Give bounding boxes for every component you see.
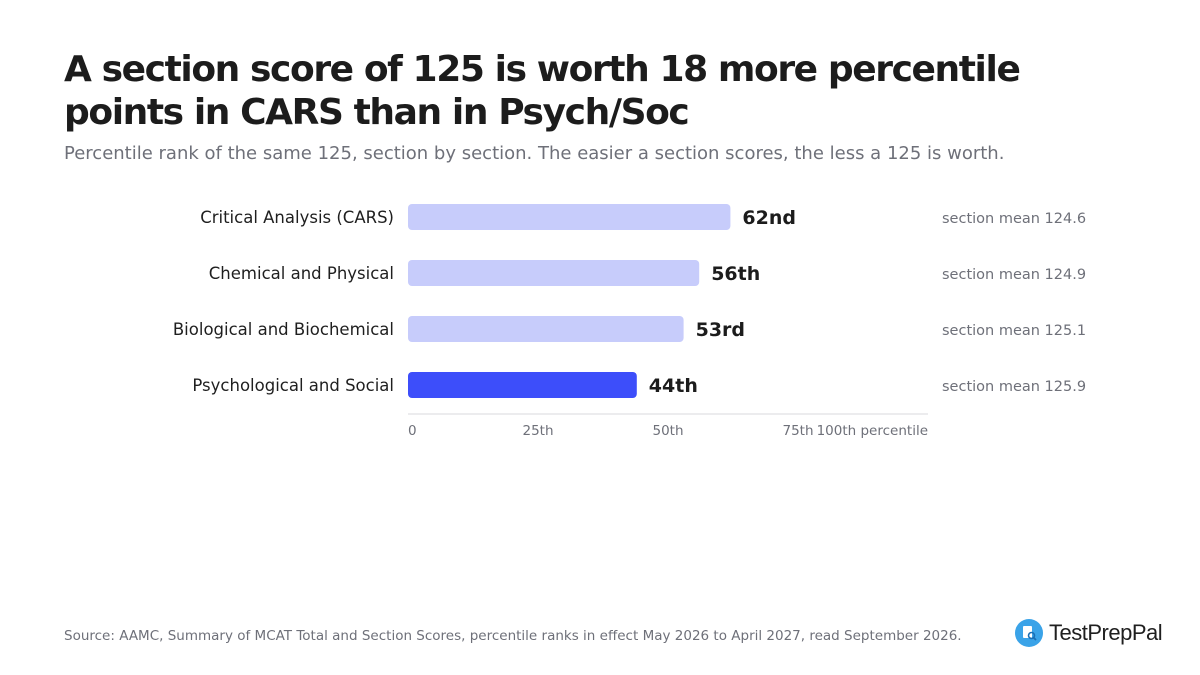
chart-subtitle: Percentile rank of the same 125, section… xyxy=(64,143,1005,164)
bar-value-label: 44th xyxy=(649,375,698,397)
section-mean-annotation: section mean 124.9 xyxy=(942,267,1086,283)
x-tick-label: 0 xyxy=(408,423,417,439)
bar xyxy=(408,372,637,398)
section-mean-annotation: section mean 125.9 xyxy=(942,379,1086,395)
bar xyxy=(408,316,684,342)
category-label: Biological and Biochemical xyxy=(173,320,394,339)
document-magnifier-icon xyxy=(1015,619,1043,647)
bar-value-label: 53rd xyxy=(696,319,745,341)
x-tick-label: 100th percentile xyxy=(817,423,928,439)
x-tick-label: 75th xyxy=(782,423,813,439)
bar xyxy=(408,204,731,230)
category-label: Psychological and Social xyxy=(192,376,394,395)
brand-logo: TestPrepPal xyxy=(1015,619,1163,647)
bar xyxy=(408,260,700,286)
section-mean-annotation: section mean 124.6 xyxy=(942,211,1086,227)
bar-chart: Critical Analysis (CARS) 62nd section mean… xyxy=(173,204,1086,439)
section-mean-annotation: section mean 125.1 xyxy=(942,323,1086,339)
brand-name: TestPrepPal xyxy=(1049,620,1163,645)
category-label: Chemical and Physical xyxy=(209,264,394,283)
x-tick-label: 25th xyxy=(522,423,553,439)
x-tick-label: 50th xyxy=(652,423,683,439)
source-note: Source: AAMC, Summary of MCAT Total and … xyxy=(64,628,962,644)
chart-title: A section score of 125 is worth 18 more … xyxy=(64,49,1021,133)
category-label: Critical Analysis (CARS) xyxy=(200,208,394,227)
bar-value-label: 62nd xyxy=(742,207,796,229)
bar-value-label: 56th xyxy=(711,263,760,285)
